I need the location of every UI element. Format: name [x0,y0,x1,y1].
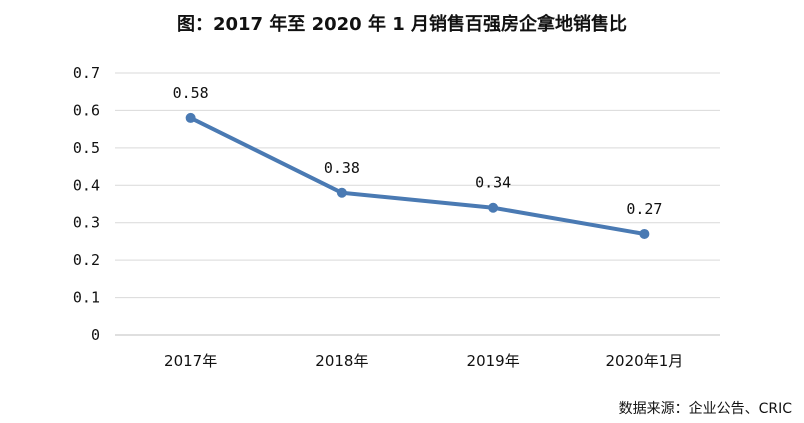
y-axis-ticks: 0 0.1 0.2 0.3 0.4 0.5 0.6 0.7 [73,64,100,344]
y-tick-label: 0.4 [73,176,100,194]
data-point [185,112,196,123]
y-tick-label: 0 [91,326,100,344]
chart-title: 图：2017 年至 2020 年 1 月销售百强房企拿地销售比 [176,14,628,35]
y-tick-label: 0.5 [73,139,100,157]
data-label: 0.38 [324,159,360,177]
y-tick-label: 0.2 [73,251,100,269]
x-tick-label: 2020年1月 [606,352,684,370]
data-point [639,228,650,239]
data-point [488,202,499,213]
data-label: 0.27 [626,200,662,218]
gridlines [115,72,720,336]
y-tick-label: 0.3 [73,214,100,232]
y-tick-label: 0.6 [73,101,100,119]
data-label: 0.34 [475,174,511,192]
data-point [336,187,347,198]
x-tick-label: 2018年 [315,352,368,370]
y-tick-label: 0.1 [73,289,100,307]
x-axis-ticks: 2017年 2018年 2019年 2020年1月 [164,352,683,370]
data-points [185,112,650,239]
data-label: 0.58 [173,84,209,102]
source-note: 数据来源：企业公告、CRIC [618,401,792,417]
series-line-path [188,115,647,236]
series-line [188,115,647,236]
data-labels: 0.58 0.38 0.34 0.27 [173,84,663,218]
x-tick-label: 2017年 [164,352,217,370]
x-tick-label: 2019年 [467,352,520,370]
y-tick-label: 0.7 [73,64,100,82]
